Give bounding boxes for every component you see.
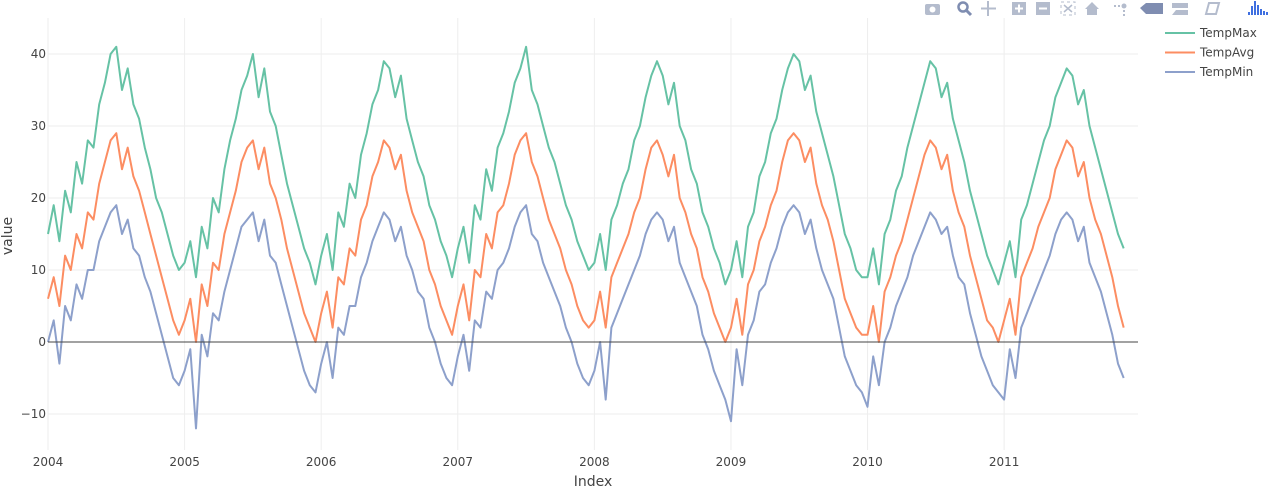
y-axis: −10 0 10 20 30 40 (21, 47, 46, 421)
x-tick-label: 2006 (306, 455, 337, 469)
x-tick-label: 2011 (989, 455, 1020, 469)
zoom-out-icon[interactable] (1036, 2, 1050, 15)
plotly-logo-icon[interactable] (1248, 1, 1268, 15)
hover-compare-icon[interactable] (1172, 3, 1188, 15)
x-tick-label: 2009 (716, 455, 747, 469)
modebar (925, 1, 1268, 17)
legend-item-tempmax[interactable]: TempMax (1165, 26, 1257, 40)
zoom-icon[interactable] (957, 1, 973, 17)
series-line-tempmin[interactable] (47, 204, 1125, 430)
legend-item-tempavg[interactable]: TempAvg (1165, 46, 1254, 60)
legend-label: TempAvg (1199, 46, 1254, 60)
legend[interactable]: TempMax TempAvg TempMin (1165, 26, 1257, 79)
x-axis-title: Index (574, 474, 613, 486)
autoscale-icon[interactable] (1060, 1, 1076, 16)
y-tick-label: 10 (31, 263, 46, 277)
x-tick-label: 2005 (169, 455, 200, 469)
camera-icon[interactable] (925, 4, 940, 15)
y-tick-label: 0 (38, 335, 46, 349)
y-tick-label: 40 (31, 47, 46, 61)
legend-label: TempMax (1199, 26, 1257, 40)
zoom-in-icon[interactable] (1012, 2, 1026, 15)
x-tick-label: 2008 (579, 455, 610, 469)
legend-label: TempMin (1199, 65, 1253, 79)
x-tick-label: 2004 (33, 455, 64, 469)
y-tick-label: 30 (31, 119, 46, 133)
x-tick-label: 2010 (852, 455, 883, 469)
hover-closest-icon[interactable] (1140, 3, 1163, 14)
gridlines (47, 18, 1138, 450)
book-icon[interactable] (1204, 2, 1221, 15)
x-tick-label: 2007 (443, 455, 474, 469)
home-icon[interactable] (1085, 2, 1099, 15)
legend-item-tempmin[interactable]: TempMin (1165, 65, 1253, 79)
plot-area[interactable] (47, 45, 1125, 430)
series-line-tempavg[interactable] (47, 132, 1125, 343)
y-tick-label: −10 (21, 407, 46, 421)
y-tick-label: 20 (31, 191, 46, 205)
y-axis-title: value (0, 217, 16, 255)
series-line-tempmax[interactable] (47, 45, 1125, 286)
pan-icon[interactable] (981, 1, 996, 16)
spike-lines-icon[interactable] (1114, 3, 1127, 17)
x-axis: 2004 2005 2006 2007 2008 2009 2010 2011 (33, 455, 1020, 469)
